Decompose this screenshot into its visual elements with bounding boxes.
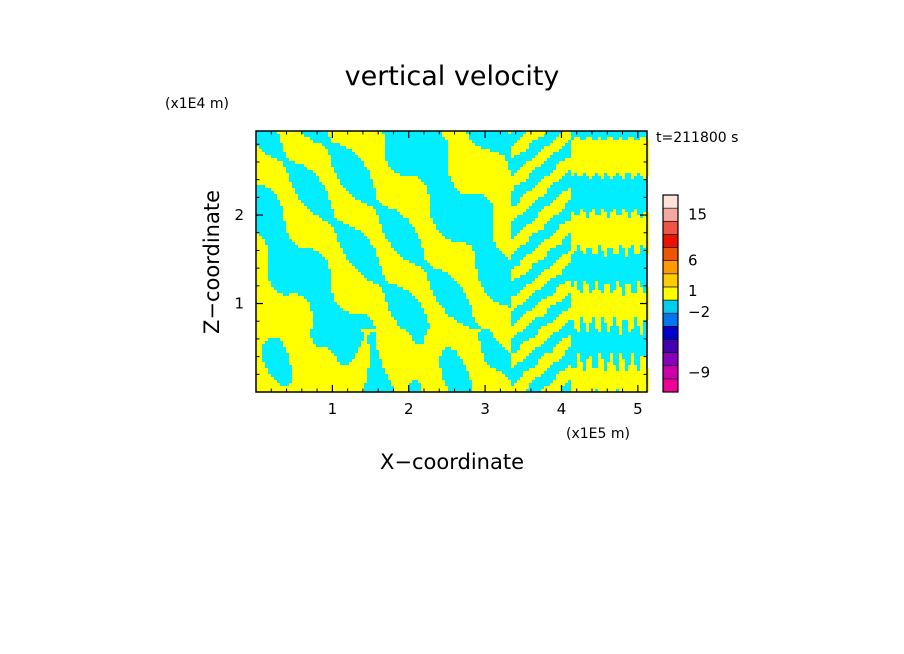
x-tick-label: 5: [633, 400, 643, 418]
colorbar-frame: [662, 194, 679, 393]
chart-title: vertical velocity: [345, 61, 560, 92]
colorbar-label: −9: [688, 363, 710, 381]
colorbar-swatch: [662, 194, 679, 209]
colorbar: 15 6 1 −2 −9: [662, 194, 710, 393]
y-tick-label: 2: [234, 206, 244, 224]
colorbar-swatch: [662, 247, 679, 261]
colorbar-swatch: [662, 339, 679, 353]
y-axis: 12: [234, 143, 647, 375]
colorbar-swatch: [662, 234, 679, 248]
y-axis-label: Z−coordinate: [200, 190, 224, 334]
x-axis: 1 2 3 4 5: [270, 131, 643, 418]
colorbar-swatch: [662, 365, 679, 380]
colorbar-label: 6: [688, 252, 698, 270]
y-tick-label: 1: [234, 295, 244, 313]
time-label: t=211800 s: [656, 130, 738, 146]
colorbar-swatch: [662, 326, 679, 340]
colorbar-swatch: [662, 286, 679, 301]
colorbar-swatch: [662, 260, 679, 275]
positive-velocity-region: [256, 131, 649, 392]
x-tick-label: 3: [480, 400, 490, 418]
colorbar-swatch: [662, 299, 679, 314]
colorbar-swatch: [662, 220, 679, 235]
colorbar-swatch: [662, 378, 679, 393]
colorbar-label: 1: [688, 282, 698, 300]
velocity-field: [256, 131, 649, 392]
colorbar-label: −2: [688, 303, 710, 321]
y-unit-label: (x1E4 m): [165, 96, 229, 112]
x-tick-label: 2: [404, 400, 414, 418]
x-unit-label: (x1E5 m): [566, 426, 630, 442]
colorbar-swatch: [662, 273, 679, 288]
plot-frame: [255, 130, 648, 393]
colorbar-label: 15: [688, 206, 707, 224]
x-axis-label: X−coordinate: [380, 450, 524, 474]
x-tick-label: 1: [328, 400, 338, 418]
x-tick-label: 4: [557, 400, 567, 418]
colorbar-swatch: [662, 207, 679, 222]
colorbar-swatch: [662, 352, 679, 367]
colorbar-swatch: [662, 312, 679, 327]
